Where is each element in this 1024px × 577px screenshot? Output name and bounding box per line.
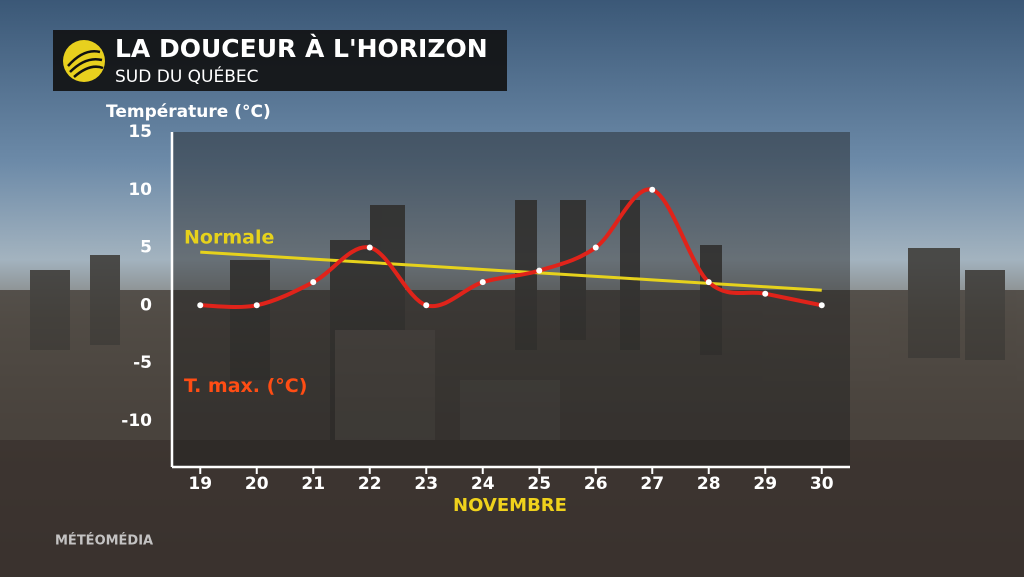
y-tick-label: 10 — [128, 180, 152, 200]
plot-area — [172, 132, 850, 467]
series-line — [200, 250, 822, 292]
title-box — [53, 30, 507, 91]
logo-stripes — [67, 50, 104, 78]
subtitle: SUD DU QUÉBEC — [115, 65, 259, 87]
data-point — [762, 290, 769, 297]
x-tick-label: 30 — [810, 474, 834, 494]
y-tick-label: 5 — [140, 238, 152, 258]
data-point — [197, 302, 204, 309]
x-tick-label: 20 — [245, 474, 269, 494]
data-point — [310, 279, 317, 286]
data-point — [479, 279, 486, 286]
legend-label: Normale — [184, 227, 274, 249]
data-point — [649, 186, 656, 193]
x-tick-label: 22 — [358, 474, 382, 494]
x-tick-label: 21 — [301, 474, 325, 494]
x-tick-label: 28 — [697, 474, 721, 494]
y-tick-label: -5 — [133, 353, 152, 373]
city-background — [0, 200, 1024, 577]
data-point — [253, 302, 260, 309]
y-axis-label: Température (°C) — [106, 102, 271, 122]
x-tick-label: 29 — [753, 474, 777, 494]
x-tick-label: 24 — [471, 474, 495, 494]
y-tick-label: 15 — [128, 122, 152, 142]
data-point — [592, 244, 599, 251]
x-tick-label: 19 — [188, 474, 212, 494]
y-tick-label: -10 — [121, 411, 152, 431]
x-tick-label: 23 — [414, 474, 438, 494]
title: LA DOUCEUR À L'HORIZON — [115, 34, 488, 63]
y-tick-label: 0 — [140, 295, 152, 315]
data-point — [423, 302, 430, 309]
x-axis-label: NOVEMBRE — [453, 495, 567, 516]
x-tick-label: 26 — [584, 474, 608, 494]
data-point — [818, 302, 825, 309]
brand: MÉTÉOMÉDIA — [55, 533, 153, 549]
x-tick-label: 25 — [527, 474, 551, 494]
data-point — [705, 279, 712, 286]
data-point — [366, 244, 373, 251]
legend-label: T. max. (°C) — [184, 375, 307, 397]
x-tick-label: 27 — [640, 474, 664, 494]
data-point — [536, 267, 543, 274]
